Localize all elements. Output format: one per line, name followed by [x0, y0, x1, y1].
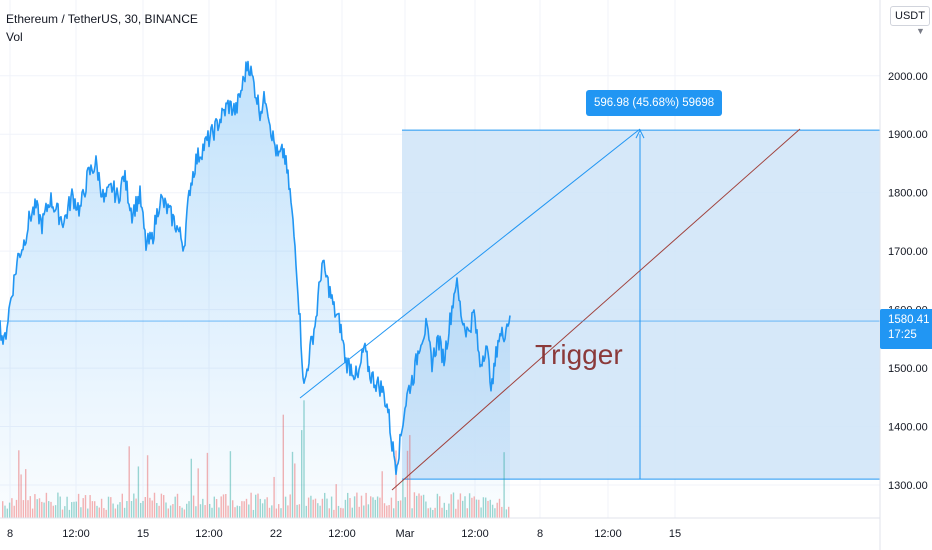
chevron-down-icon[interactable]: ▼ — [916, 26, 925, 36]
x-tick-label: 12:00 — [62, 528, 90, 540]
x-tick-label: Mar — [396, 528, 415, 540]
volume-indicator-label[interactable]: Vol — [6, 30, 23, 44]
x-tick-label: 12:00 — [461, 528, 489, 540]
x-tick-label: 15 — [669, 528, 681, 540]
y-tick-label: 1300.00 — [888, 480, 928, 492]
x-tick-label: 12:00 — [594, 528, 622, 540]
symbol-title[interactable]: Ethereum / TetherUS, 30, BINANCE — [6, 12, 198, 26]
y-tick-label: 1800.00 — [888, 188, 928, 200]
upper-trend-line — [299, 128, 641, 399]
trigger-trend-line — [391, 128, 801, 491]
y-tick-label: 2000.00 — [888, 71, 928, 83]
last-price-tag: 1580.41 17:25 — [880, 309, 932, 349]
last-price-value: 1580.41 — [888, 314, 930, 326]
y-tick-label: 1900.00 — [888, 129, 928, 141]
x-tick-label: 12:00 — [195, 528, 223, 540]
x-tick-label: 15 — [137, 528, 149, 540]
x-tick-label: 12:00 — [328, 528, 356, 540]
x-tick-label: 22 — [270, 528, 282, 540]
price-line — [0, 60, 511, 476]
y-tick-label: 1500.00 — [888, 363, 928, 375]
measure-arrow-head — [635, 129, 645, 139]
currency-button[interactable]: USDT — [890, 6, 930, 26]
measure-result-label[interactable]: 596.98 (45.68%) 59698 — [586, 90, 723, 116]
y-tick-label: 1700.00 — [888, 246, 928, 258]
y-tick-label: 1400.00 — [888, 422, 928, 434]
trigger-annotation: Trigger — [535, 339, 623, 370]
price-area — [0, 61, 510, 518]
x-tick-label: 8 — [537, 528, 543, 540]
x-tick-label: 8 — [7, 528, 13, 540]
chart-legend: Ethereum / TetherUS, 30, BINANCE Vol — [6, 10, 198, 46]
candle-countdown: 17:25 — [888, 329, 917, 341]
